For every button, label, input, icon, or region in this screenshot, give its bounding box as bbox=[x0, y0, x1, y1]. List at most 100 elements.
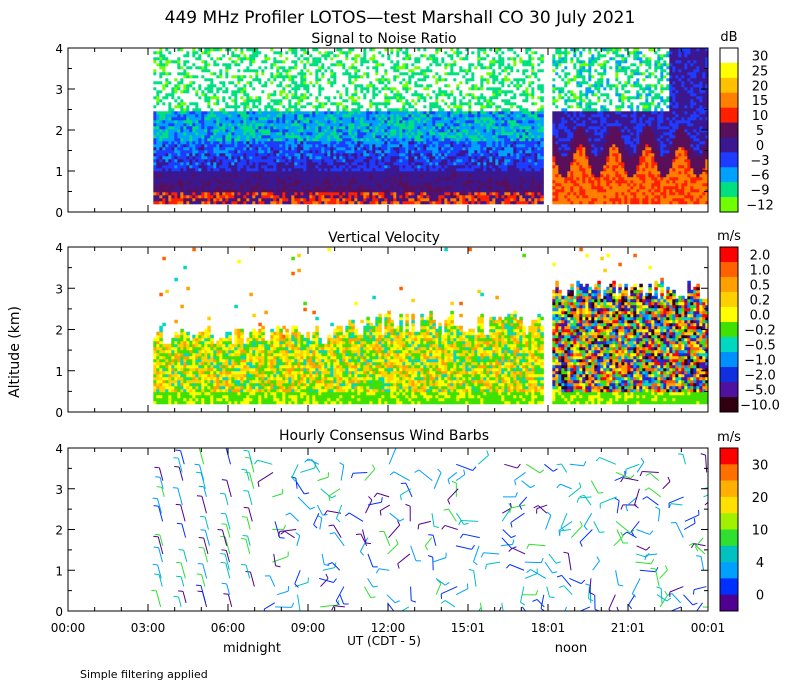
snr-cell bbox=[285, 104, 289, 109]
snr-cell bbox=[426, 188, 430, 193]
snr-cell bbox=[189, 50, 193, 55]
snr-cell bbox=[174, 62, 178, 67]
snr-cell bbox=[408, 80, 412, 85]
snr-cell bbox=[348, 134, 352, 139]
snr-cell bbox=[162, 48, 166, 52]
snr-cell bbox=[297, 71, 301, 76]
snr-cell bbox=[312, 128, 316, 133]
snr-cell bbox=[303, 80, 307, 85]
snr-cell bbox=[156, 48, 160, 52]
snr-cell bbox=[168, 83, 172, 88]
snr-cell bbox=[210, 182, 214, 187]
snr-cell bbox=[336, 122, 340, 127]
snr-cell bbox=[294, 143, 298, 148]
snr-cell bbox=[159, 101, 163, 106]
snr-cell bbox=[246, 98, 250, 103]
snr-cell bbox=[291, 116, 295, 121]
snr-cell bbox=[261, 80, 265, 85]
snr-cell bbox=[315, 119, 319, 124]
snr-cell bbox=[393, 59, 397, 64]
snr-cell bbox=[195, 188, 199, 193]
snr-cell bbox=[168, 161, 172, 166]
snr-cell bbox=[309, 161, 313, 166]
snr-cell bbox=[432, 53, 436, 58]
snr-cell bbox=[231, 50, 235, 55]
snr-cell bbox=[327, 194, 331, 199]
snr-cell bbox=[399, 161, 403, 166]
snr-cell bbox=[360, 155, 364, 160]
snr-cell bbox=[291, 176, 295, 181]
snr-cell bbox=[171, 101, 175, 106]
snr-cell bbox=[333, 149, 337, 154]
snr-cell bbox=[321, 50, 325, 55]
snr-cell bbox=[339, 92, 343, 97]
snr-cell bbox=[354, 107, 358, 112]
snr-cell bbox=[234, 107, 238, 112]
snr-cell bbox=[288, 74, 292, 79]
snr-cell bbox=[402, 92, 406, 97]
snr-cell bbox=[210, 185, 214, 190]
snr-cell bbox=[180, 164, 184, 169]
snr-cell bbox=[315, 137, 319, 142]
snr-cell bbox=[300, 56, 304, 61]
snr-cell bbox=[330, 80, 334, 85]
snr-cell bbox=[408, 161, 412, 166]
snr-cell bbox=[387, 116, 391, 121]
snr-cell bbox=[222, 197, 226, 202]
snr-cell bbox=[324, 176, 328, 181]
snr-cell bbox=[417, 194, 421, 199]
snr-cell bbox=[246, 200, 250, 205]
snr-cell bbox=[315, 83, 319, 88]
snr-cell bbox=[237, 92, 241, 97]
snr-cell bbox=[396, 48, 400, 52]
snr-cell bbox=[300, 116, 304, 121]
snr-cell bbox=[159, 155, 163, 160]
snr-cell bbox=[336, 143, 340, 148]
snr-cell bbox=[174, 143, 178, 148]
snr-cell bbox=[342, 149, 346, 154]
snr-cell bbox=[321, 134, 325, 139]
snr-cell bbox=[375, 146, 379, 151]
snr-cell bbox=[261, 140, 265, 145]
snr-cell bbox=[234, 122, 238, 127]
snr-cell bbox=[180, 86, 184, 91]
snr-cell bbox=[408, 179, 412, 184]
snr-cell bbox=[390, 155, 394, 160]
snr-cell bbox=[279, 194, 283, 199]
snr-cell bbox=[207, 110, 211, 115]
snr-cell bbox=[402, 143, 406, 148]
snr-cell bbox=[327, 80, 331, 85]
snr-cell bbox=[252, 122, 256, 127]
snr-cell bbox=[417, 119, 421, 124]
snr-cell bbox=[267, 164, 271, 169]
snr-cell bbox=[423, 128, 427, 133]
snr-cell bbox=[252, 86, 256, 91]
snr-cell bbox=[429, 77, 433, 82]
snr-cell bbox=[174, 200, 178, 205]
snr-cell bbox=[303, 74, 307, 79]
snr-cell bbox=[339, 131, 343, 136]
snr-cell bbox=[222, 86, 226, 91]
snr-cell bbox=[294, 113, 298, 118]
snr-cell bbox=[360, 95, 364, 100]
snr-cell bbox=[366, 161, 370, 166]
snr-cell bbox=[438, 83, 442, 88]
snr-cell bbox=[399, 188, 403, 193]
snr-cell bbox=[216, 176, 220, 181]
snr-cell bbox=[264, 83, 268, 88]
snr-cell bbox=[363, 53, 367, 58]
snr-cell bbox=[423, 131, 427, 136]
snr-cell bbox=[420, 155, 424, 160]
snr-cell bbox=[333, 59, 337, 64]
snr-cell bbox=[393, 113, 397, 118]
snr-cell bbox=[180, 188, 184, 193]
snr-cell bbox=[198, 59, 202, 64]
snr-cell bbox=[288, 68, 292, 73]
snr-cell bbox=[288, 107, 292, 112]
snr-cell bbox=[435, 56, 439, 61]
snr-cell bbox=[384, 140, 388, 145]
snr-cell bbox=[378, 140, 382, 145]
snr-cell bbox=[186, 200, 190, 205]
snr-cell bbox=[411, 146, 415, 151]
snr-cell bbox=[324, 152, 328, 157]
